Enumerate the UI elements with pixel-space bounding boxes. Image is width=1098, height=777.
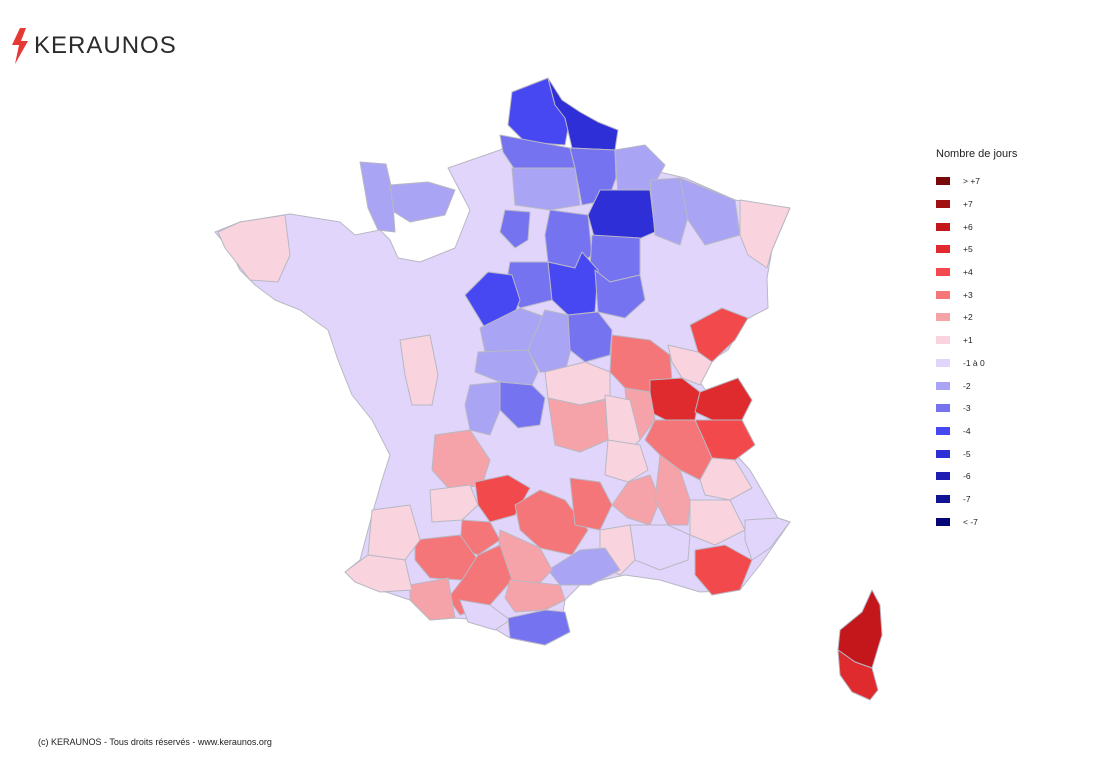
dept-lot-garonne <box>429 484 479 523</box>
legend-swatch <box>936 336 950 345</box>
legend-swatch <box>936 381 950 390</box>
legend-label: +6 <box>963 221 973 232</box>
legend-item: -4 <box>936 420 1017 443</box>
legend-label: +5 <box>963 244 973 255</box>
legend-item: -6 <box>936 465 1017 488</box>
legend-swatch <box>936 449 950 458</box>
legend-swatch <box>936 222 950 231</box>
legend-swatch <box>936 200 950 209</box>
legend-rows: > +7 +7 +6 +5 +4 +3 +2 +1 -1 à 0 -2 -3 -4 -5 -6 -7 < -7 <box>936 170 1017 533</box>
legend-item: -3 <box>936 397 1017 420</box>
lightning-bolt-icon <box>12 28 28 64</box>
keraunos-logo: KERAUNOS <box>10 28 177 64</box>
dept-var <box>694 544 753 596</box>
legend-swatch <box>936 426 950 435</box>
dept-pyrenees-atlantiques <box>344 554 413 593</box>
legend-label: -2 <box>963 380 971 391</box>
legend: Nombre de jours > +7 +7 +6 +5 +4 +3 +2 +1 -1 à 0… <box>936 148 1017 533</box>
dept-haute-loire <box>604 439 649 483</box>
legend-item: +2 <box>936 306 1017 329</box>
legend-item: +5 <box>936 238 1017 261</box>
legend-item: +7 <box>936 193 1017 216</box>
legend-label: +7 <box>963 199 973 210</box>
dept-isere <box>644 419 713 481</box>
legend-label: +4 <box>963 267 973 278</box>
dept-aveyron <box>514 489 589 556</box>
legend-item: +1 <box>936 329 1017 352</box>
dept-alsace <box>739 199 791 269</box>
dept-corse-du-sud <box>837 649 879 701</box>
dept-pyrenees-orientales <box>507 609 571 646</box>
dept-alpes-maritimes <box>744 517 791 561</box>
dept-finistere <box>217 214 291 283</box>
legend-swatch <box>936 268 950 277</box>
legend-item: -7 <box>936 488 1017 511</box>
dept-haute-savoie <box>694 377 753 421</box>
dept-moselle <box>679 177 741 246</box>
legend-swatch <box>936 472 950 481</box>
dept-val-oise <box>499 209 531 249</box>
legend-swatch <box>936 517 950 526</box>
legend-item: -5 <box>936 442 1017 465</box>
dept-vienne <box>464 381 501 436</box>
legend-item: +3 <box>936 283 1017 306</box>
dept-jura <box>667 344 713 386</box>
copyright-footer: (c) KERAUNOS - Tous droits réservés - ww… <box>38 737 272 747</box>
dept-nord-east <box>547 77 619 151</box>
dept-calvados <box>389 181 456 223</box>
dept-ariege <box>459 599 511 631</box>
legend-item: +6 <box>936 215 1017 238</box>
dept-nievre <box>567 311 613 363</box>
legend-item: < -7 <box>936 510 1017 533</box>
legend-item: +4 <box>936 261 1017 284</box>
dept-alpes-hp <box>689 499 746 546</box>
dept-drome <box>654 454 691 526</box>
legend-label: -3 <box>963 403 971 414</box>
legend-label: +1 <box>963 335 973 346</box>
legend-label: < -7 <box>963 516 978 527</box>
legend-swatch <box>936 404 950 413</box>
legend-swatch <box>936 245 950 254</box>
dept-lozere <box>569 477 613 531</box>
legend-swatch <box>936 313 950 322</box>
legend-label: > +7 <box>963 176 981 187</box>
legend-swatch <box>936 290 950 299</box>
dept-manche <box>359 161 396 233</box>
legend-swatch <box>936 494 950 503</box>
legend-label: -1 à 0 <box>963 357 985 368</box>
legend-label: -7 <box>963 493 971 504</box>
brand-name: KERAUNOS <box>34 32 177 59</box>
dept-landes <box>367 504 421 561</box>
legend-title: Nombre de jours <box>936 148 1018 160</box>
legend-label: +2 <box>963 312 973 323</box>
dept-oise <box>511 167 581 211</box>
dept-deux-sevres <box>399 334 439 406</box>
legend-label: +3 <box>963 289 973 300</box>
legend-label: -4 <box>963 425 971 436</box>
dept-meuse <box>649 177 691 246</box>
legend-item: > +7 <box>936 170 1017 193</box>
legend-item: -1 à 0 <box>936 352 1017 375</box>
legend-swatch <box>936 358 950 367</box>
dept-hautes-pyrenees <box>409 577 456 621</box>
legend-item: -2 <box>936 374 1017 397</box>
dept-puy-de-dome <box>547 397 609 453</box>
legend-label: -5 <box>963 448 971 459</box>
legend-swatch <box>936 177 950 186</box>
legend-label: -6 <box>963 471 971 482</box>
